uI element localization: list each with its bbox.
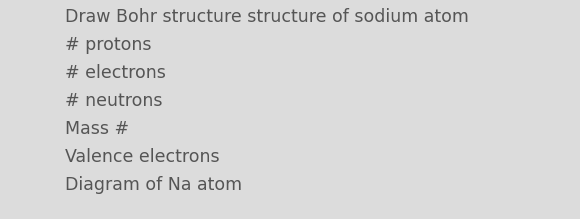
Text: Mass #: Mass #: [65, 120, 129, 138]
Text: Valence electrons: Valence electrons: [65, 148, 220, 166]
Text: Draw Bohr structure structure of sodium atom: Draw Bohr structure structure of sodium …: [65, 8, 469, 26]
Text: # neutrons: # neutrons: [65, 92, 162, 110]
Text: # electrons: # electrons: [65, 64, 166, 82]
Text: Diagram of Na atom: Diagram of Na atom: [65, 176, 242, 194]
Text: # protons: # protons: [65, 36, 151, 54]
